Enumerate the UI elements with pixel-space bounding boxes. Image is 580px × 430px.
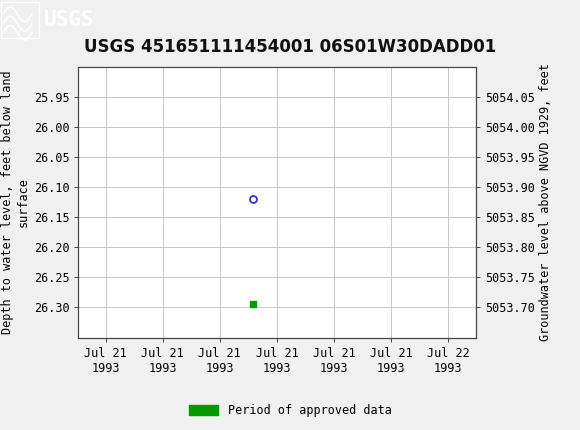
Text: USGS: USGS	[44, 10, 94, 31]
Legend: Period of approved data: Period of approved data	[184, 399, 396, 422]
Text: USGS 451651111454001 06S01W30DADD01: USGS 451651111454001 06S01W30DADD01	[84, 38, 496, 56]
Y-axis label: Depth to water level, feet below land
surface: Depth to water level, feet below land su…	[2, 70, 30, 334]
Bar	[1, 2, 39, 37]
Y-axis label: Groundwater level above NGVD 1929, feet: Groundwater level above NGVD 1929, feet	[539, 63, 552, 341]
